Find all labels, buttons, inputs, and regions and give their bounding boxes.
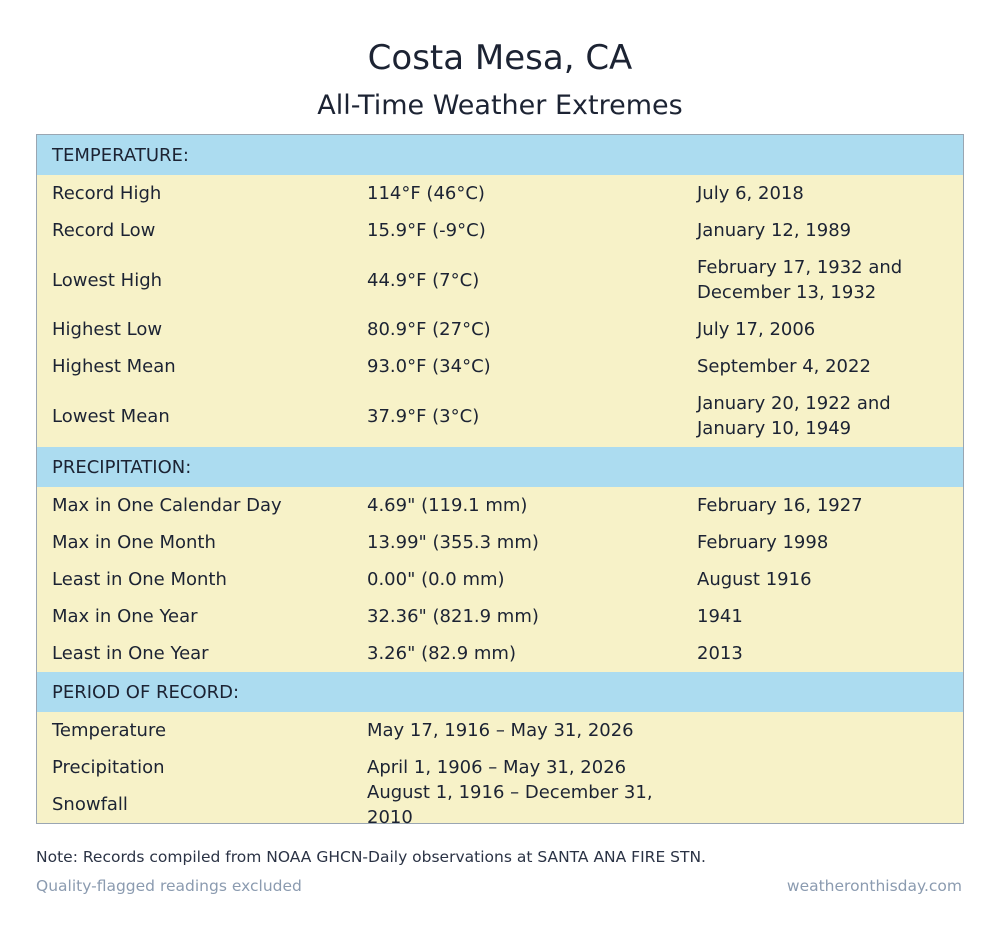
label-cell: Max in One Month — [52, 532, 216, 553]
label-cell: Highest Mean — [52, 356, 176, 377]
label-cell: Snowfall — [52, 794, 128, 815]
footer-left: Quality-flagged readings excluded — [36, 877, 302, 895]
value-cell: 32.36" (821.9 mm) — [367, 606, 539, 627]
label-cell: Record High — [52, 183, 162, 204]
subtitle: All-Time Weather Extremes — [317, 90, 683, 121]
section-heading: PERIOD OF RECORD: — [37, 672, 963, 712]
label-cell: Lowest High — [52, 269, 163, 291]
table-row: Precipitation April 1, 1906 – May 31, 202… — [37, 749, 963, 786]
date-cell: July 17, 2006 — [697, 319, 816, 340]
table-row: Lowest High 44.9°F (7°C) February 17, 1932… — [37, 249, 963, 311]
table-row: Highest Mean 93.0°F (34°C) September 4, 20… — [37, 348, 963, 385]
value-cell: 44.9°F (7°C) — [367, 269, 480, 291]
section-heading: PRECIPITATION: — [37, 447, 963, 487]
table-row: Highest Low 80.9°F (27°C) July 17, 2006 — [37, 311, 963, 348]
date-cell: February 17, 1932 and December 13, 1932 — [697, 257, 903, 303]
table-row: Record Low 15.9°F (-9°C) January 12, 1989 — [37, 212, 963, 249]
date-cell: January 20, 1922 and January 10, 1949 — [697, 393, 891, 439]
table-row: Snowfall August 1, 1916 – December 31, 20… — [37, 782, 963, 828]
table-row: Lowest Mean 37.9°F (3°C) January 20, 1922 … — [37, 385, 963, 447]
label-cell: Record Low — [52, 220, 156, 241]
label-cell: Lowest Mean — [52, 405, 170, 427]
value-cell: May 17, 1916 – May 31, 2026 — [367, 720, 634, 741]
value-cell: 80.9°F (27°C) — [367, 319, 491, 340]
table-row: Record High 114°F (46°C) July 6, 2018 — [37, 175, 963, 212]
date-cell: 1941 — [697, 606, 743, 627]
label-cell: Highest Low — [52, 319, 163, 340]
title: Costa Mesa, CA — [367, 38, 633, 78]
value-cell: 93.0°F (34°C) — [367, 356, 491, 377]
table-row: Max in One Month 13.99" (355.3 mm) Februar… — [37, 524, 963, 561]
date-cell: 2013 — [697, 643, 743, 664]
label-cell: Max in One Year — [52, 606, 198, 627]
value-cell: 0.00" (0.0 mm) — [367, 569, 505, 590]
value-cell: 4.69" (119.1 mm) — [367, 495, 528, 516]
date-cell: August 1916 — [697, 569, 812, 590]
label-cell: Least in One Year — [52, 643, 209, 664]
section-heading: TEMPERATURE: — [37, 135, 963, 175]
footer-right: weatheronthisday.com — [786, 877, 962, 895]
value-cell: August 1, 1916 – December 31, 2010 — [367, 781, 653, 828]
label-cell: Max in One Calendar Day — [52, 495, 282, 516]
value-cell: 3.26" (82.9 mm) — [367, 643, 516, 664]
date-cell: September 4, 2022 — [697, 356, 871, 377]
label-cell: Temperature — [52, 720, 167, 741]
note: Note: Records compiled from NOAA GHCN-Da… — [36, 848, 706, 866]
value-cell: 114°F (46°C) — [367, 183, 485, 204]
label-cell: Least in One Month — [52, 569, 227, 590]
extremes-table: TEMPERATURE: Record High 114°F (46°C) July … — [36, 134, 964, 828]
table-row: Least in One Year 3.26" (82.9 mm) 2013 — [37, 635, 963, 672]
value-cell: 15.9°F (-9°C) — [367, 220, 486, 241]
table-row: Least in One Month 0.00" (0.0 mm) August 1… — [37, 561, 963, 598]
table-row: Temperature May 17, 1916 – May 31, 2026 — [37, 712, 963, 749]
table-row: Max in One Year 32.36" (821.9 mm) 1941 — [37, 598, 963, 635]
date-cell: February 1998 — [697, 532, 829, 553]
date-cell: July 6, 2018 — [697, 183, 804, 204]
date-cell: January 12, 1989 — [697, 220, 852, 241]
value-cell: 13.99" (355.3 mm) — [367, 532, 539, 553]
date-cell: February 16, 1927 — [697, 495, 863, 516]
value-cell: April 1, 1906 – May 31, 2026 — [367, 757, 627, 778]
label-cell: Precipitation — [52, 757, 165, 778]
value-cell: 37.9°F (3°C) — [367, 405, 480, 427]
table-row: Max in One Calendar Day 4.69" (119.1 mm) F… — [37, 487, 963, 524]
